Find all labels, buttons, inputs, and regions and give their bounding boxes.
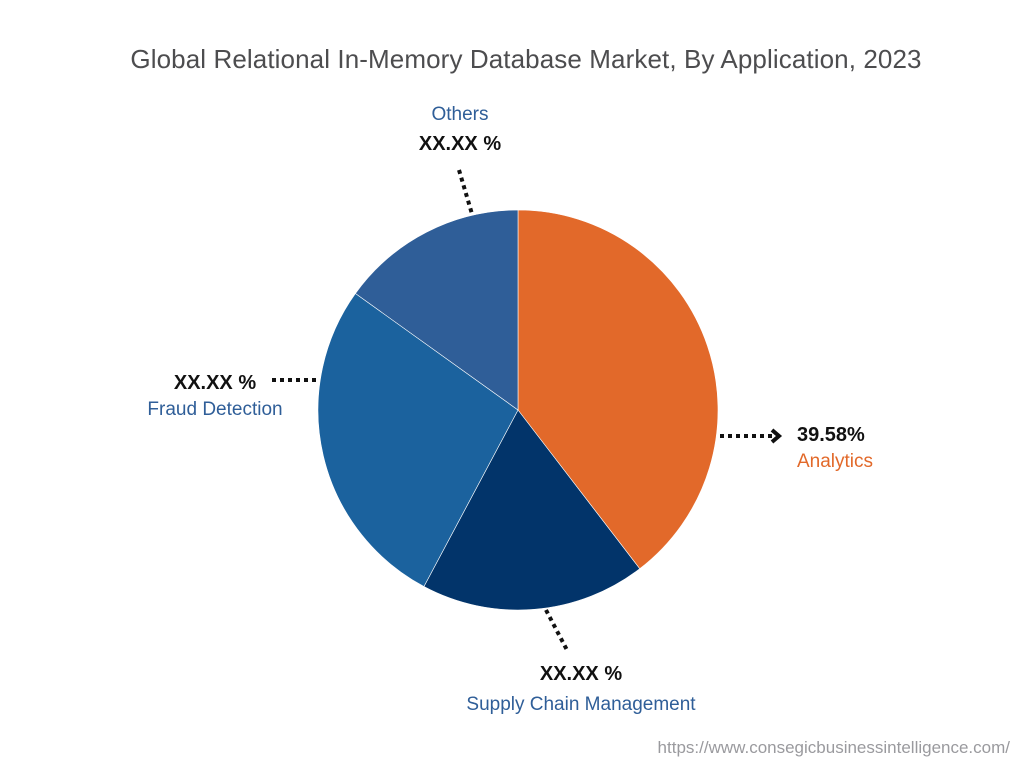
pie-slices — [317, 209, 719, 611]
fraud-detection-value: XX.XX % — [173, 372, 257, 394]
others-value: XX.XX % — [418, 133, 502, 155]
fraud-detection-name: Fraud Detection — [147, 399, 283, 420]
supply-chain-leader-line — [544, 609, 570, 653]
analytics-value: 39.58% — [797, 424, 865, 446]
others-name: Others — [431, 104, 489, 125]
supply-chain-label: XX.XX % Supply Chain Management — [461, 663, 701, 716]
others-label: Others XX.XX % — [410, 104, 510, 156]
pie-slice-others — [355, 209, 519, 411]
supply-chain-value: XX.XX % — [539, 663, 623, 685]
analytics-name: Analytics — [797, 451, 874, 472]
pie-slice-supply-chain — [423, 409, 641, 611]
others-leader-line — [457, 169, 474, 215]
fraud-detection-label: XX.XX % Fraud Detection — [140, 372, 290, 421]
pie-slice-analytics — [517, 209, 719, 570]
analytics-arrow-icon — [770, 428, 783, 444]
pie-slice-fraud-detection — [317, 293, 519, 587]
analytics-label: 39.58% Analytics — [797, 424, 873, 473]
source-url: https://www.consegicbusinessintelligence… — [657, 738, 1010, 757]
supply-chain-name: Supply Chain Management — [466, 694, 696, 715]
chart-title: Global Relational In-Memory Database Mar… — [130, 44, 922, 74]
